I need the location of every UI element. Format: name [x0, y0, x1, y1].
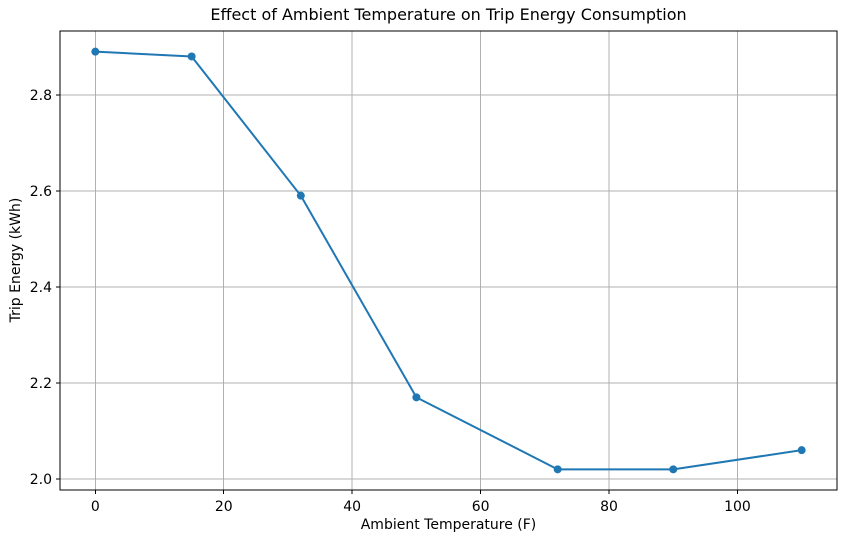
x-tick-label: 100	[724, 499, 751, 515]
plot-border	[59, 30, 838, 491]
y-axis-label: Trip Energy (kWh)	[8, 197, 24, 323]
data-point	[553, 465, 562, 474]
x-tick-label: 40	[343, 499, 361, 515]
chart-title: Effect of Ambient Temperature on Trip En…	[210, 5, 687, 24]
x-tick-label: 20	[215, 499, 233, 515]
y-tick-label: 2.2	[30, 376, 52, 392]
y-tick-label: 2.0	[30, 472, 52, 488]
data-point	[187, 52, 196, 61]
data-point	[797, 446, 806, 455]
y-tick-label: 2.8	[30, 88, 52, 104]
y-tick-label: 2.6	[30, 184, 52, 200]
data-point	[296, 191, 305, 200]
x-tick-label: 80	[600, 499, 618, 515]
y-tick-label: 2.4	[30, 280, 52, 296]
data-point	[91, 47, 100, 56]
data-line	[94, 50, 803, 471]
data-point	[412, 393, 421, 402]
data-point	[669, 465, 678, 474]
x-axis-label: Ambient Temperature (F)	[360, 517, 537, 533]
x-tick-label: 0	[91, 499, 100, 515]
x-tick-label: 60	[472, 499, 490, 515]
